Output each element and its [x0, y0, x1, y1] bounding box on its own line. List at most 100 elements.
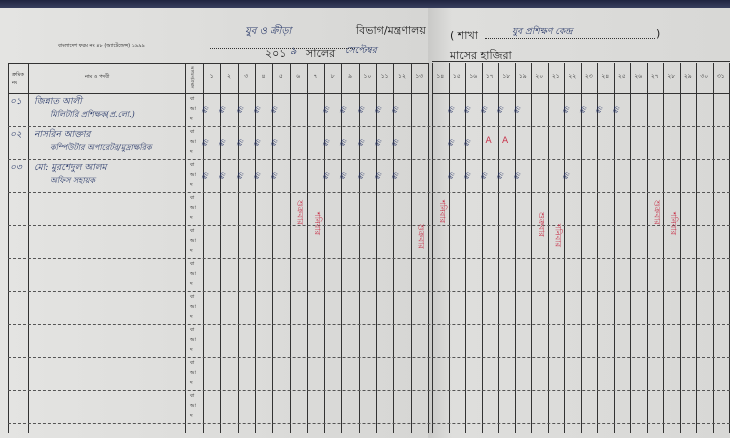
column-rule [481, 63, 483, 433]
absent-mark: A [485, 136, 492, 146]
row-marker: দ [190, 347, 193, 353]
column-rule [28, 63, 29, 433]
row-marker: আ [190, 106, 196, 112]
holiday-label: শনিবার [438, 200, 447, 223]
row-rule [8, 324, 730, 325]
year-prefix: ২০১ [265, 47, 287, 60]
row-rule [8, 258, 730, 259]
column-rule [696, 63, 697, 433]
row-marker: দ [190, 182, 193, 188]
column-rule [306, 63, 308, 433]
day-number: ২২ [568, 73, 577, 80]
day-number: ১১ [380, 73, 389, 80]
row-marker: বা [190, 162, 195, 168]
year-suffix: সালের [306, 47, 336, 60]
row-marker: বা [190, 327, 195, 333]
row-marker: দ [190, 149, 193, 155]
column-rule [498, 63, 499, 433]
column-rule [514, 63, 516, 433]
day-number: ২৩ [584, 73, 593, 80]
column-rule [272, 63, 274, 433]
row-rule [8, 225, 730, 226]
employee-name: নাসরিন আক্তার [34, 130, 91, 140]
day-number: ৫ [278, 73, 283, 80]
header-top-rule [8, 63, 428, 64]
day-number: ২৫ [617, 73, 626, 80]
day-number: ১৩ [415, 73, 424, 80]
branch-label: ( শাখা [450, 29, 478, 42]
day-number: ২৪ [601, 73, 610, 80]
holiday-label: শুক্রবার [416, 224, 426, 249]
column-rule [203, 63, 204, 433]
branch-line [485, 38, 655, 39]
column-rule [432, 63, 433, 433]
column-rule [679, 63, 681, 433]
column-rule [8, 63, 9, 433]
row-marker: আ [190, 370, 196, 376]
serial-header: ক্রমিক নং [12, 72, 24, 86]
row-marker: বা [190, 294, 195, 300]
column-rule [427, 63, 429, 433]
day-number: ২৭ [650, 73, 659, 80]
day-number: ১০ [363, 73, 372, 80]
row-marker: দ [190, 314, 193, 320]
day-number: ২৯ [683, 73, 692, 80]
day-number: ৯ [348, 73, 352, 80]
day-number: ১ [209, 73, 214, 80]
column-rule [663, 63, 664, 433]
row-marker: বা [190, 195, 195, 201]
column-rule [465, 63, 466, 433]
day-number: ৩ [244, 73, 249, 80]
day-number: ২৮ [667, 73, 676, 80]
holiday-label: শনিবার [553, 224, 563, 247]
register-title: মাসের হাজিরা [450, 49, 512, 62]
column-rule [376, 63, 377, 433]
employee-name: জিন্নাত আলী [34, 97, 82, 107]
row-rule [8, 126, 730, 127]
column-rule [547, 63, 549, 433]
left-page [0, 8, 428, 438]
employee-designation: মিলিটারি প্রশিক্ষক(প্র.লো.) [50, 110, 135, 119]
marker-header: আগমন/প্রস্থান [190, 66, 195, 89]
holiday-label: শুক্রবার [537, 212, 546, 237]
branch-close: ) [656, 27, 661, 40]
day-number: ৬ [296, 73, 301, 80]
row-marker: আ [190, 337, 196, 343]
column-rule [393, 63, 395, 433]
row-marker: আ [190, 304, 196, 310]
column-rule [580, 63, 582, 433]
day-number: ১৮ [502, 73, 511, 80]
row-rule [8, 291, 730, 292]
row-marker: আ [190, 271, 196, 277]
row-marker: দ [190, 215, 193, 221]
background-edge [0, 0, 730, 9]
row-rule [8, 390, 730, 391]
ministry-line [210, 48, 355, 49]
column-rule [630, 63, 631, 433]
day-number: ২ [226, 73, 231, 80]
row-rule [8, 192, 730, 193]
holiday-label: শুক্রবার [295, 200, 305, 225]
row-marker: বা [190, 228, 195, 234]
column-rule [613, 63, 615, 433]
row-rule [8, 423, 730, 424]
row-marker: বা [190, 360, 195, 366]
row-marker: দ [190, 380, 193, 386]
column-rule [289, 63, 291, 433]
header-bottom-rule [8, 93, 428, 94]
row-marker: আ [190, 403, 196, 409]
day-number: ২৬ [634, 73, 643, 80]
row-marker: আ [190, 139, 196, 145]
row-rule [8, 159, 730, 160]
column-rule [646, 63, 648, 433]
employee-designation: কম্পিউটার অপারেটর/মুদ্রাক্ষরিক [50, 143, 152, 152]
absent-mark: A [502, 136, 509, 146]
day-number: ৪ [261, 73, 266, 80]
column-rule [185, 63, 186, 433]
header-bottom-rule [432, 93, 730, 94]
day-number: ১৫ [452, 73, 461, 80]
holiday-label: শনিবার [669, 212, 678, 235]
row-marker: দ [190, 248, 193, 254]
row-marker: আ [190, 172, 196, 178]
column-rule [341, 63, 343, 433]
